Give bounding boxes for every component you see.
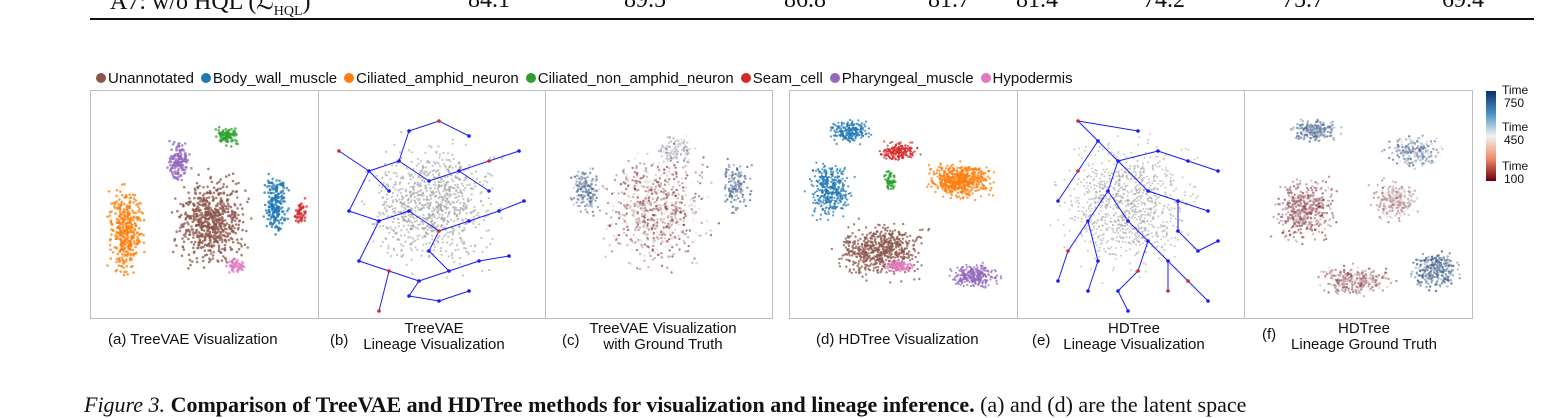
colorbar-tick-450: 450 xyxy=(1504,134,1524,146)
point-cluster xyxy=(804,162,856,222)
legend-label: Pharyngeal_muscle xyxy=(842,70,974,87)
caption-c: (c) TreeVAE Visualization with Ground Tr… xyxy=(562,321,752,353)
figure-title: Comparison of TreeVAE and HDTree methods… xyxy=(171,392,975,417)
legend-label: Ciliated_non_amphid_neuron xyxy=(538,70,734,87)
time-point-cluster xyxy=(592,143,720,274)
legend-marker xyxy=(96,73,106,83)
point-cluster xyxy=(830,119,873,145)
legend-item: Ciliated_amphid_neuron xyxy=(344,70,519,87)
cell-type-legend: Unannotated Body_wall_muscle Ciliated_amph… xyxy=(96,68,1080,88)
time-point-cluster xyxy=(658,134,697,169)
point-cluster xyxy=(106,183,145,277)
panel-d-hdtree-visualization xyxy=(789,90,1018,319)
time-point-cluster xyxy=(1270,176,1338,246)
table-cell: 81.7 xyxy=(928,0,970,14)
legend-marker xyxy=(344,73,354,83)
point-cluster xyxy=(215,126,239,148)
point-cluster xyxy=(949,262,1003,289)
time-point-cluster xyxy=(1290,118,1343,143)
figure-label: Figure 3. xyxy=(84,392,165,417)
legend-marker xyxy=(981,73,991,83)
point-cluster xyxy=(166,140,193,181)
legend-item: Unannotated xyxy=(96,70,194,87)
lineage-tree xyxy=(1056,119,1220,313)
table-cell: 89.5 xyxy=(624,0,666,14)
time-point-cluster xyxy=(724,158,753,215)
point-cluster xyxy=(879,140,922,161)
table-cell: 81.4 xyxy=(1016,0,1058,14)
time-colorbar xyxy=(1486,91,1496,181)
point-cluster xyxy=(831,218,931,284)
panel-c-treevae-ground-truth xyxy=(545,90,773,319)
legend-item: Seam_cell xyxy=(741,70,823,87)
row-label: A7: w/o HQL (ℒHQL) xyxy=(110,0,311,20)
table-cell: 86.8 xyxy=(784,0,826,14)
point-cluster xyxy=(883,170,897,190)
colorbar-time-title: Time xyxy=(1502,160,1528,172)
point-cluster xyxy=(361,131,505,279)
legend-label: Hypodermis xyxy=(993,70,1073,87)
figure-text: (a) and (d) are the latent space xyxy=(980,392,1246,417)
colorbar-tick-750: 750 xyxy=(1504,97,1524,109)
point-cluster xyxy=(1049,133,1199,284)
panel-b-treevae-lineage xyxy=(318,90,546,319)
caption-f: (f) HDTree Lineage Ground Truth xyxy=(1262,321,1452,353)
caption-d: (d) HDTree Visualization xyxy=(816,332,979,348)
legend-label: Unannotated xyxy=(108,70,194,87)
time-point-cluster xyxy=(570,167,599,217)
table-cell: 84.1 xyxy=(468,0,510,14)
legend-item: Ciliated_non_amphid_neuron xyxy=(526,70,734,87)
legend-item: Pharyngeal_muscle xyxy=(830,70,974,87)
table-last-row: A7: w/o HQL (ℒHQL) 84.1 89.5 86.8 81.7 8… xyxy=(90,0,1534,19)
table-bottom-rule xyxy=(90,18,1534,20)
time-point-cluster xyxy=(1381,134,1444,170)
table-cell: 75.7 xyxy=(1282,0,1324,14)
figure-caption: Figure 3. Comparison of TreeVAE and HDTr… xyxy=(84,392,1246,418)
point-cluster xyxy=(926,160,995,201)
legend-marker xyxy=(741,73,751,83)
panel-f-hdtree-ground-truth xyxy=(1244,90,1473,319)
point-cluster xyxy=(294,197,308,224)
lineage-tree xyxy=(337,119,526,313)
legend-label: Ciliated_amphid_neuron xyxy=(356,70,519,87)
caption-a: (a) TreeVAE Visualization xyxy=(108,332,278,348)
table-cell: 69.4 xyxy=(1442,0,1484,14)
time-point-cluster xyxy=(1368,177,1423,224)
panel-e-hdtree-lineage xyxy=(1017,90,1245,319)
legend-label: Seam_cell xyxy=(753,70,823,87)
legend-marker xyxy=(830,73,840,83)
legend-item: Hypodermis xyxy=(981,70,1073,87)
colorbar-time-title: Time xyxy=(1502,121,1528,133)
panel-a-treevae-visualization xyxy=(90,90,319,319)
caption-b: (b) TreeVAE Lineage Visualization xyxy=(330,321,530,353)
table-cell: 74.2 xyxy=(1143,0,1185,14)
time-point-cluster xyxy=(1317,263,1397,298)
legend-marker xyxy=(526,73,536,83)
legend-item: Body_wall_muscle xyxy=(201,70,337,87)
time-point-cluster xyxy=(1410,250,1461,292)
point-cluster xyxy=(171,168,253,270)
legend-label: Body_wall_muscle xyxy=(213,70,337,87)
colorbar-tick-100: 100 xyxy=(1504,173,1524,185)
legend-marker xyxy=(201,73,211,83)
point-cluster xyxy=(262,173,290,236)
colorbar-time-title: Time xyxy=(1502,84,1528,96)
caption-e: (e) HDTree Lineage Visualization xyxy=(1032,321,1222,353)
